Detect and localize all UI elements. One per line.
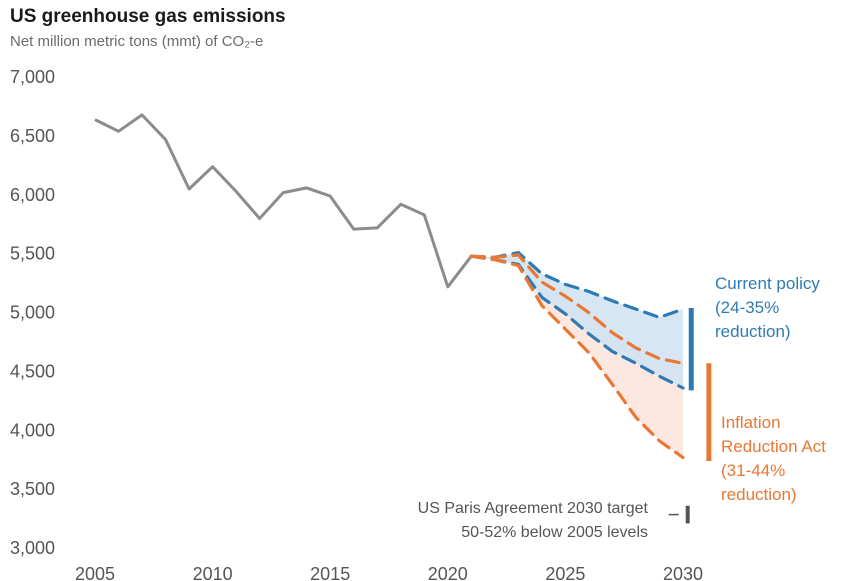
current-policy-low-line bbox=[469, 254, 685, 390]
x-axis: 2005 2010 2015 2020 2025 2030 bbox=[75, 564, 703, 581]
y-tick-label: 6,000 bbox=[10, 185, 55, 205]
y-axis: 3,000 3,500 4,000 4,500 5,000 5,500 6,000 6,500… bbox=[10, 67, 55, 558]
ira-line-1: Inflation bbox=[721, 413, 781, 432]
series-lines bbox=[94, 113, 685, 460]
y-tick-label: 6,500 bbox=[10, 126, 55, 146]
x-tick-label: 2025 bbox=[545, 564, 585, 581]
x-tick-label: 2005 bbox=[75, 564, 115, 581]
x-tick-label: 2010 bbox=[193, 564, 233, 581]
current-policy-line-3: reduction) bbox=[715, 322, 791, 341]
range-bars bbox=[668, 307, 712, 524]
paris-line-1: US Paris Agreement 2030 target bbox=[417, 500, 648, 517]
projection-fills bbox=[471, 252, 683, 458]
ira-annotation: Inflation Reduction Act (31-44% reductio… bbox=[721, 411, 826, 507]
ira-low-line bbox=[469, 254, 685, 460]
ira-high-line bbox=[469, 253, 685, 365]
chart-title: US greenhouse gas emissions bbox=[10, 6, 286, 27]
ira-line-4: reduction) bbox=[721, 485, 797, 504]
y-tick-label: 5,000 bbox=[10, 303, 55, 323]
x-tick-label: 2020 bbox=[428, 564, 468, 581]
y-tick-label: 3,500 bbox=[10, 479, 55, 499]
y-tick-label: 4,500 bbox=[10, 361, 55, 381]
ira-range-fill bbox=[471, 255, 683, 458]
ira-line-3: (31-44% bbox=[721, 461, 786, 480]
x-tick-label: 2015 bbox=[310, 564, 350, 581]
y-tick-label: 3,000 bbox=[10, 538, 55, 558]
historical-emissions-line bbox=[94, 113, 473, 289]
current-policy-range-fill bbox=[471, 252, 683, 388]
paris-target-annotation: US Paris Agreement 2030 target 50-52% be… bbox=[418, 497, 648, 545]
y-tick-label: 5,500 bbox=[10, 244, 55, 264]
current-policy-high-line bbox=[469, 250, 685, 320]
paris-line-2: 50-52% below 2005 levels bbox=[461, 524, 648, 541]
ira-line-2: Reduction Act bbox=[721, 437, 826, 456]
chart-subtitle: Net million metric tons (mmt) of CO₂-e bbox=[10, 33, 264, 50]
y-tick-label: 4,000 bbox=[10, 420, 55, 440]
current-policy-line-1: Current policy bbox=[715, 274, 820, 293]
current-policy-annotation: Current policy (24-35% reduction) bbox=[715, 272, 820, 344]
current-policy-line-2: (24-35% bbox=[715, 298, 780, 317]
x-tick-label: 2030 bbox=[663, 564, 703, 581]
y-tick-label: 7,000 bbox=[10, 67, 55, 87]
